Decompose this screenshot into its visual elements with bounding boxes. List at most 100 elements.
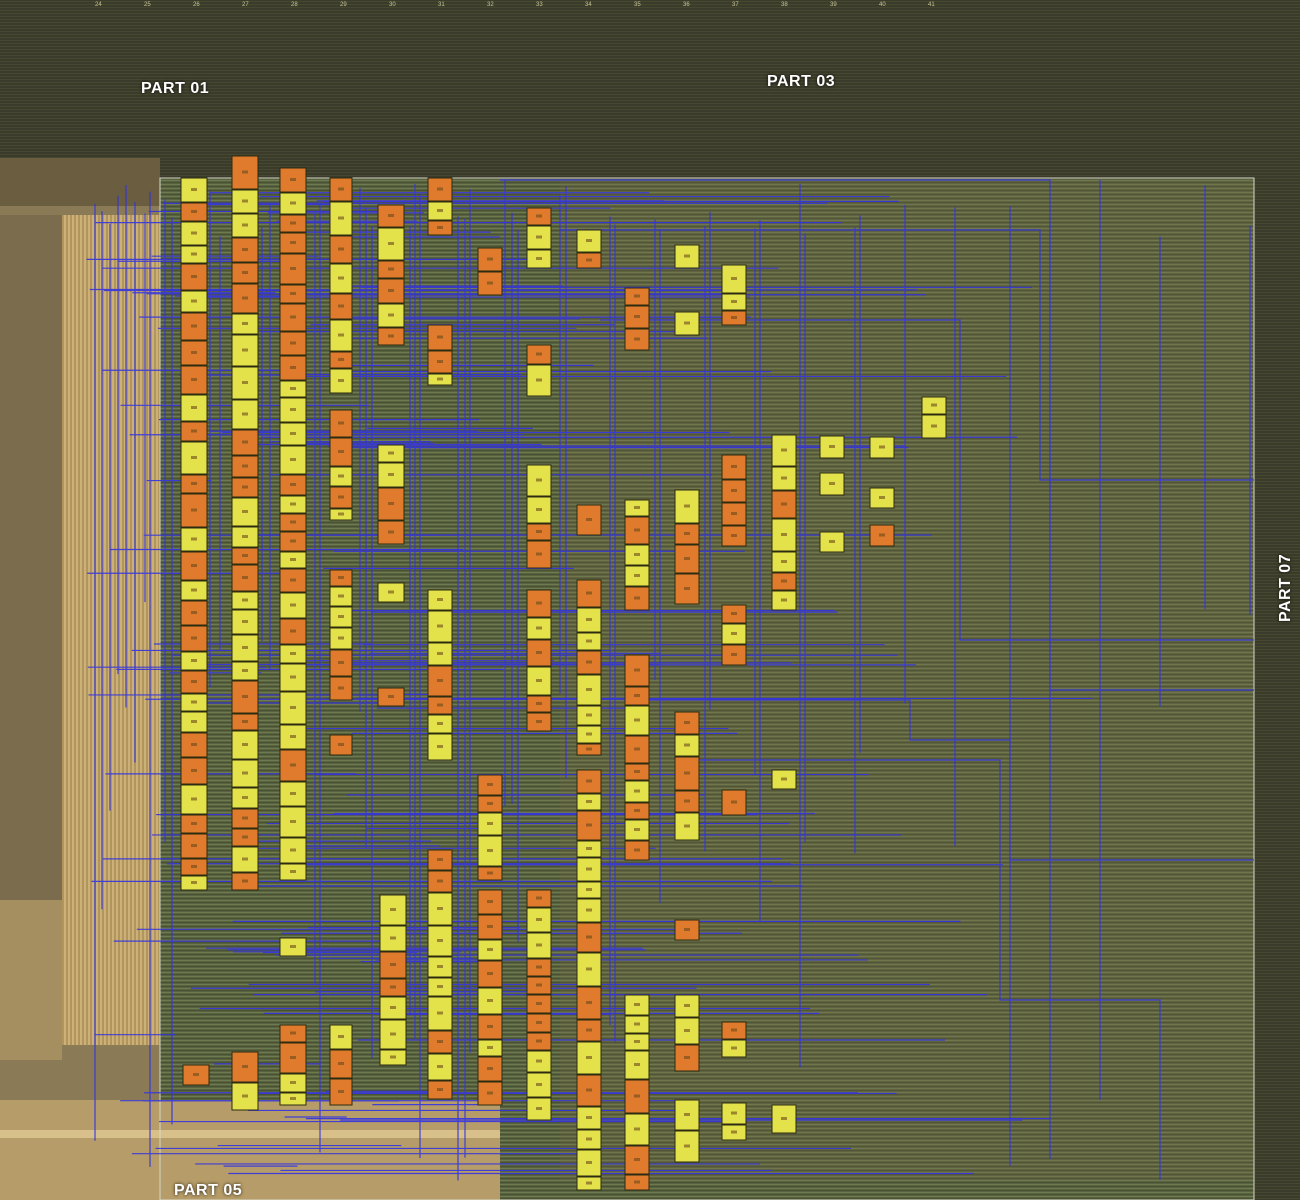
cell-mark: [487, 925, 493, 928]
cell-mark: [731, 316, 737, 319]
cell-mark: [684, 771, 690, 775]
cell-mark: [437, 652, 443, 655]
cell-mark: [586, 639, 592, 643]
wire-route: [600, 319, 1254, 641]
cell-mark: [634, 1158, 640, 1161]
cell-mark: [536, 918, 542, 921]
cell-mark: [536, 1039, 542, 1043]
column-number: 24: [95, 2, 102, 8]
column-number: 30: [389, 2, 396, 8]
logic-cells: [180, 155, 947, 1191]
cell-mark: [242, 646, 248, 649]
cell-mark: [290, 1056, 296, 1059]
cell-mark: [242, 720, 248, 723]
cell-mark: [388, 289, 394, 292]
cell-mark: [242, 322, 248, 325]
cell-mark: [290, 763, 296, 767]
cell-mark: [634, 315, 640, 318]
cell-mark: [290, 292, 296, 295]
cell-mark: [388, 695, 394, 698]
cell-mark: [338, 1090, 344, 1093]
cell-mark: [338, 247, 344, 251]
cell-mark: [388, 214, 394, 217]
cell-mark: [634, 747, 640, 751]
cell-mark: [437, 1088, 443, 1091]
cell-mark: [437, 745, 443, 748]
cell-mark: [290, 178, 296, 181]
cell-mark: [191, 797, 197, 801]
cell-mark: [390, 1055, 396, 1059]
cell-mark: [634, 596, 640, 600]
cell-mark: [290, 578, 296, 582]
cell-mark: [437, 209, 443, 212]
wire-route: [500, 179, 1254, 691]
cell-mark: [437, 965, 443, 968]
cell-mark: [191, 429, 197, 433]
cell-mark: [536, 235, 542, 239]
cell-mark: [586, 1181, 592, 1185]
cell-mark: [586, 1088, 592, 1092]
cell-mark: [242, 879, 248, 883]
cell-mark: [191, 508, 197, 512]
column-number: 26: [193, 2, 200, 8]
cell-mark: [586, 800, 592, 803]
cell-mark: [731, 800, 737, 804]
cell-mark: [437, 907, 443, 910]
cell-mark: [586, 1137, 592, 1141]
cell-mark: [338, 474, 344, 478]
cell-mark: [388, 502, 394, 505]
cell-mark: [586, 1116, 592, 1119]
cell-mark: [242, 771, 248, 775]
cell-mark: [634, 1180, 640, 1184]
cell-mark: [731, 1130, 737, 1134]
logic-cell: [624, 735, 650, 764]
cell-mark: [931, 403, 937, 407]
cell-mark: [290, 502, 296, 506]
cell-mark: [586, 518, 592, 521]
cell-mark: [290, 558, 296, 561]
cell-mark: [634, 553, 640, 556]
cell-mark: [586, 847, 592, 850]
cell-mark: [634, 1127, 640, 1131]
cell-mark: [487, 802, 493, 805]
cell-mark: [487, 1046, 493, 1049]
logic-cell: [180, 312, 208, 341]
cell-mark: [290, 1081, 296, 1084]
cell-mark: [242, 816, 248, 820]
cell-mark: [191, 537, 197, 541]
cell-mark: [536, 530, 542, 533]
cell-mark: [536, 651, 542, 654]
cell-mark: [536, 601, 542, 605]
cell-mark: [487, 1091, 493, 1095]
cell-mark: [390, 1032, 396, 1036]
logic-cell: [231, 429, 259, 456]
cell-mark: [191, 231, 197, 235]
cell-mark: [290, 520, 296, 524]
cell-mark: [731, 465, 737, 468]
cell-mark: [242, 796, 248, 799]
cell-mark: [388, 451, 394, 455]
cell-mark: [586, 747, 592, 751]
cell-mark: [634, 809, 640, 812]
cell-mark: [290, 267, 296, 270]
cell-mark: [684, 1004, 690, 1007]
cell-mark: [191, 210, 197, 213]
cell-mark: [536, 943, 542, 947]
cell-mark: [437, 226, 443, 229]
cell-mark: [437, 1065, 443, 1068]
cell-mark: [290, 341, 296, 345]
column-number: 34: [585, 2, 592, 8]
logic-cell: [427, 610, 453, 643]
cell-mark: [191, 720, 197, 723]
logic-cell: [477, 987, 503, 1015]
column-number: 40: [879, 2, 886, 8]
cell-mark: [684, 1144, 690, 1148]
cell-mark: [536, 352, 542, 356]
cell-mark: [242, 857, 248, 861]
cell-mark: [437, 939, 443, 942]
cell-mark: [388, 334, 394, 338]
cell-mark: [781, 579, 787, 583]
cell-mark: [487, 849, 493, 852]
logic-cell: [576, 674, 602, 706]
